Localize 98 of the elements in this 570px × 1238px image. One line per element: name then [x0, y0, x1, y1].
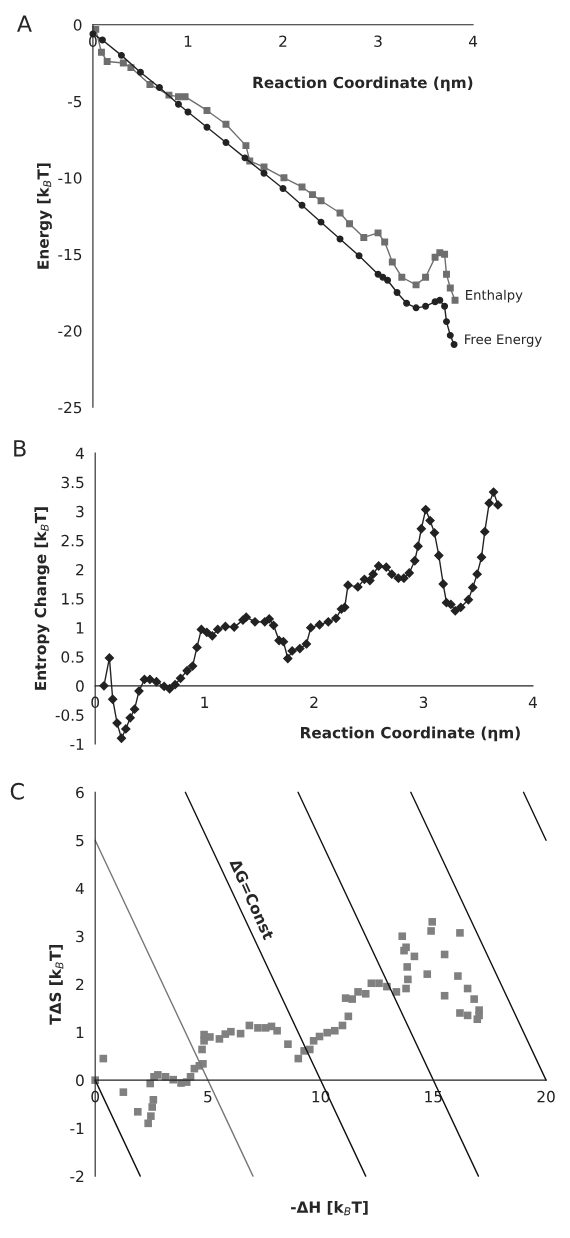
x-tick-label: 3 — [419, 696, 428, 709]
y-tick-label: 3 — [76, 930, 84, 943]
point — [360, 233, 368, 241]
x-tick-label: 5 — [204, 1091, 212, 1103]
point — [203, 106, 211, 114]
point — [280, 174, 288, 182]
y-tick-label: -10 — [58, 172, 82, 184]
point — [393, 289, 401, 297]
point — [203, 123, 211, 131]
y-tick-label: -0.5 — [55, 709, 84, 721]
point — [241, 154, 249, 162]
point — [384, 276, 392, 284]
series-label: Enthalpy — [466, 289, 523, 303]
y-tick-label: -2 — [70, 1170, 84, 1182]
point — [443, 318, 450, 326]
y-axis-title: Entropy Change [k$_{B}$T] — [34, 507, 50, 690]
y-tick-label: -5 — [68, 95, 82, 108]
point — [441, 302, 449, 310]
x-tick-label: 1 — [184, 35, 192, 47]
x-tick-label: 15 — [425, 1091, 442, 1103]
point — [443, 270, 450, 278]
y-tick-label: 6 — [76, 786, 84, 799]
point — [117, 51, 125, 59]
point — [127, 64, 135, 72]
point — [298, 183, 306, 191]
y-tick-label: 4 — [75, 882, 84, 895]
y-tick-label: 5 — [76, 834, 84, 847]
y-tick-label: 1 — [76, 622, 84, 634]
y-tick-label: 0 — [76, 1074, 84, 1087]
x-axis-title: -ΔH [k$_{B}$T] — [291, 1201, 368, 1216]
y-tick-label: -15 — [58, 248, 82, 261]
y-tick-label: -25 — [58, 401, 82, 414]
point — [136, 68, 144, 76]
point — [446, 331, 454, 339]
y-tick-label: 2 — [76, 563, 84, 576]
point — [374, 229, 382, 237]
point — [317, 218, 325, 226]
point — [174, 100, 182, 108]
point — [379, 273, 387, 281]
point — [155, 84, 163, 91]
point — [355, 252, 363, 260]
point — [222, 120, 230, 128]
y-tick-label: 1.5 — [62, 593, 84, 605]
point — [308, 191, 316, 199]
point — [181, 93, 189, 101]
point — [103, 58, 111, 65]
x-axis-title: Reaction Coordinate (ηm) — [301, 726, 520, 742]
point — [260, 169, 268, 177]
chart-title: B — [14, 440, 26, 457]
y-tick-label: 0 — [76, 680, 84, 692]
y-tick-label: 3.5 — [61, 476, 84, 489]
point — [279, 185, 287, 192]
point — [98, 36, 106, 44]
x-axis-title: Reaction Coordinate (ηm) — [253, 76, 473, 92]
point — [298, 201, 306, 209]
y-tick-label: 3 — [76, 505, 84, 518]
point — [242, 142, 250, 150]
point — [450, 341, 458, 349]
point — [146, 80, 154, 88]
point — [398, 273, 406, 281]
y-axis-title: Energy [k$_{B}$T] — [37, 163, 52, 269]
point — [403, 299, 411, 307]
point — [381, 238, 389, 246]
x-tick-label: 4 — [528, 696, 537, 708]
point — [388, 258, 396, 266]
point — [446, 284, 454, 292]
y-tick-label: -1 — [70, 1122, 84, 1134]
y-tick-label: 2.5 — [61, 534, 84, 547]
x-tick-label: 2 — [279, 35, 287, 47]
x-tick-label: 2 — [310, 696, 318, 708]
y-tick-label: 2 — [76, 978, 84, 991]
chart-title: A — [17, 15, 32, 32]
x-tick-label: 3 — [374, 35, 382, 47]
point — [412, 281, 420, 289]
point — [436, 296, 444, 304]
point — [174, 93, 182, 101]
point — [222, 139, 230, 147]
point — [422, 273, 430, 281]
x-tick-label: 1 — [201, 696, 209, 708]
x-tick-label: 4 — [468, 35, 478, 47]
y-tick-label: 0 — [73, 19, 82, 31]
y-tick-label: 0.5 — [61, 651, 84, 663]
point — [441, 250, 449, 258]
point — [422, 302, 430, 310]
y-axis-title: TΔS [k$_{B}$T] — [49, 945, 64, 1025]
point — [317, 197, 325, 205]
point — [412, 304, 420, 312]
point — [346, 220, 354, 228]
y-tick-label: -20 — [58, 325, 82, 337]
chart-title: C — [10, 782, 24, 800]
point — [97, 48, 105, 56]
y-tick-label: 1 — [76, 1026, 84, 1038]
y-tick-label: 4 — [75, 447, 84, 459]
point — [336, 209, 344, 217]
x-tick-label: 20 — [537, 1090, 555, 1103]
series-label: Free Energy — [465, 334, 542, 347]
y-tick-label: -1 — [70, 738, 84, 750]
point — [451, 296, 459, 304]
